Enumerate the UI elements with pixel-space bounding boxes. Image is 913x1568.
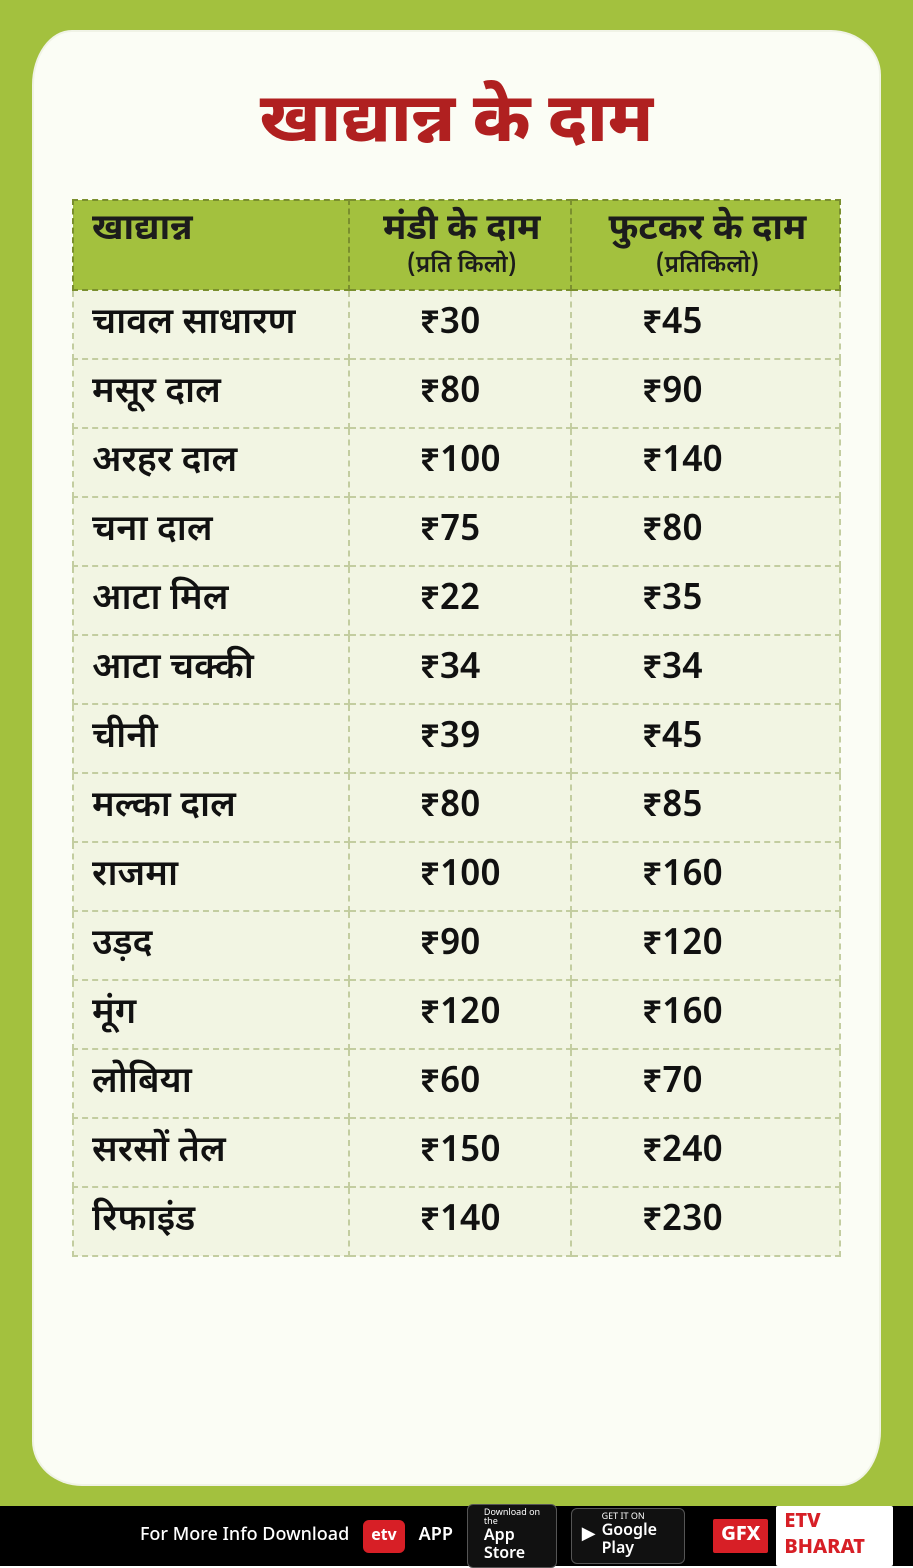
table-row: चीनी₹39₹45 [73, 704, 840, 773]
cell-name: चीनी [73, 704, 349, 773]
footer-app-label: APP [419, 1525, 453, 1548]
cell-retail: ₹85 [571, 773, 840, 842]
paper-panel: खाद्यान्न के दाम खाद्यान्न मंडी के दाम (… [32, 30, 881, 1486]
cell-mandi: ₹80 [349, 359, 571, 428]
col-mandi: मंडी के दाम (प्रति किलो) [349, 200, 571, 290]
cell-mandi: ₹60 [349, 1049, 571, 1118]
table-row: राजमा₹100₹160 [73, 842, 840, 911]
cell-retail: ₹90 [571, 359, 840, 428]
cell-name: रिफाइंड [73, 1187, 349, 1256]
footer-promo: For More Info Download [140, 1525, 349, 1548]
table-body: चावल साधारण₹30₹45मसूर दाल₹80₹90अरहर दाल₹… [73, 290, 840, 1256]
col-mandi-sub: (प्रति किलो) [368, 253, 556, 279]
cell-retail: ₹160 [571, 842, 840, 911]
price-table: खाद्यान्न मंडी के दाम (प्रति किलो) फुटकर… [72, 199, 841, 1257]
infographic-root: खाद्यान्न के दाम खाद्यान्न मंडी के दाम (… [0, 0, 913, 1566]
col-retail-sub: (प्रतिकिलो) [590, 253, 825, 279]
cell-retail: ₹45 [571, 704, 840, 773]
table-row: उड़द₹90₹120 [73, 911, 840, 980]
cell-name: उड़द [73, 911, 349, 980]
cell-name: आटा चक्की [73, 635, 349, 704]
table-head: खाद्यान्न मंडी के दाम (प्रति किलो) फुटकर… [73, 200, 840, 290]
appstore-big: App Store [484, 1528, 546, 1563]
page-title: खाद्यान्न के दाम [72, 80, 841, 169]
cell-name: मसूर दाल [73, 359, 349, 428]
paper-wrap: खाद्यान्न के दाम खाद्यान्न मंडी के दाम (… [0, 0, 913, 1506]
cell-retail: ₹120 [571, 911, 840, 980]
cell-name: राजमा [73, 842, 349, 911]
cell-mandi: ₹22 [349, 566, 571, 635]
table-row: मल्का दाल₹80₹85 [73, 773, 840, 842]
cell-name: अरहर दाल [73, 428, 349, 497]
cell-retail: ₹240 [571, 1118, 840, 1187]
playstore-badge[interactable]: ▶ GET IT ON Google Play [571, 1508, 685, 1563]
cell-name: चावल साधारण [73, 290, 349, 359]
table-row: आटा मिल₹22₹35 [73, 566, 840, 635]
playstore-big: Google Play [602, 1523, 675, 1558]
cell-retail: ₹160 [571, 980, 840, 1049]
table-row: मूंग₹120₹160 [73, 980, 840, 1049]
play-icon: ▶ [582, 1526, 596, 1546]
col-mandi-label: मंडी के दाम [383, 207, 540, 254]
cell-name: आटा मिल [73, 566, 349, 635]
cell-mandi: ₹34 [349, 635, 571, 704]
col-retail-label: फुटकर के दाम [608, 207, 806, 254]
col-item: खाद्यान्न [73, 200, 349, 290]
cell-mandi: ₹39 [349, 704, 571, 773]
cell-mandi: ₹150 [349, 1118, 571, 1187]
gfx-badge: GFX [713, 1519, 768, 1553]
cell-name: लोबिया [73, 1049, 349, 1118]
footer-bar: For More Info Download etv APP Download … [0, 1506, 913, 1566]
table-row: आटा चक्की₹34₹34 [73, 635, 840, 704]
table-row: अरहर दाल₹100₹140 [73, 428, 840, 497]
cell-retail: ₹35 [571, 566, 840, 635]
cell-retail: ₹45 [571, 290, 840, 359]
etv-app-icon[interactable]: etv [363, 1520, 404, 1553]
col-item-label: खाद्यान्न [92, 207, 193, 254]
cell-retail: ₹230 [571, 1187, 840, 1256]
table-row: मसूर दाल₹80₹90 [73, 359, 840, 428]
table-row: लोबिया₹60₹70 [73, 1049, 840, 1118]
cell-mandi: ₹80 [349, 773, 571, 842]
appstore-badge[interactable]: Download on the App Store [467, 1504, 557, 1568]
cell-mandi: ₹120 [349, 980, 571, 1049]
brand-badge: ETV BHARAT [776, 1506, 893, 1566]
cell-name: मल्का दाल [73, 773, 349, 842]
cell-mandi: ₹140 [349, 1187, 571, 1256]
cell-mandi: ₹100 [349, 842, 571, 911]
cell-name: चना दाल [73, 497, 349, 566]
cell-retail: ₹80 [571, 497, 840, 566]
cell-mandi: ₹75 [349, 497, 571, 566]
cell-retail: ₹34 [571, 635, 840, 704]
cell-name: मूंग [73, 980, 349, 1049]
col-retail: फुटकर के दाम (प्रतिकिलो) [571, 200, 840, 290]
table-row: चावल साधारण₹30₹45 [73, 290, 840, 359]
cell-mandi: ₹100 [349, 428, 571, 497]
cell-name: सरसों तेल [73, 1118, 349, 1187]
cell-mandi: ₹30 [349, 290, 571, 359]
cell-retail: ₹140 [571, 428, 840, 497]
table-row: रिफाइंड₹140₹230 [73, 1187, 840, 1256]
cell-mandi: ₹90 [349, 911, 571, 980]
table-row: सरसों तेल₹150₹240 [73, 1118, 840, 1187]
cell-retail: ₹70 [571, 1049, 840, 1118]
table-row: चना दाल₹75₹80 [73, 497, 840, 566]
